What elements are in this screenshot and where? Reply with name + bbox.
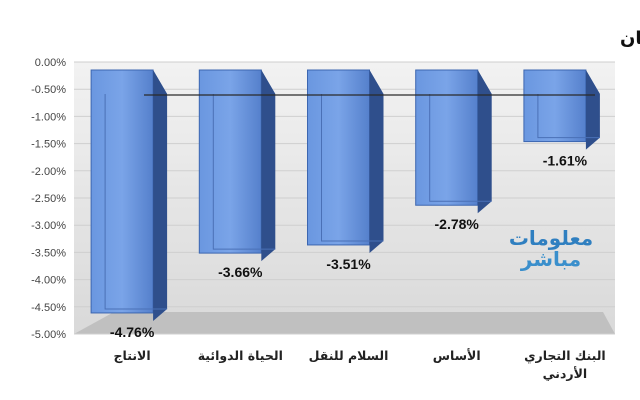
logo-line-2: مباشر xyxy=(520,247,582,271)
bar-edge xyxy=(321,94,384,242)
data-label: -3.51% xyxy=(326,256,371,272)
y-tick-label: -0.50% xyxy=(31,84,66,96)
bar xyxy=(415,69,479,206)
y-tick-label: -4.00% xyxy=(31,275,66,287)
x-category-label: الحياة الدوائية xyxy=(198,348,283,363)
chart-title: أكثر 5 أسهم متراجعة ببورصة عمّان xyxy=(620,26,640,49)
bar-edge xyxy=(212,94,276,250)
bar-edge xyxy=(104,94,168,310)
x-category-label: الانتاج xyxy=(114,348,151,363)
bar xyxy=(198,69,262,254)
data-label: -3.66% xyxy=(218,264,263,280)
x-category-label: البنك التجاري xyxy=(524,348,606,363)
bar-edge xyxy=(537,94,600,139)
data-label: -1.61% xyxy=(543,153,588,169)
bar-side-face xyxy=(477,70,492,214)
x-category-label: الأساس xyxy=(433,348,481,363)
y-tick-label: -2.50% xyxy=(31,193,66,205)
plot-floor xyxy=(74,312,615,334)
y-tick-label: -1.00% xyxy=(31,111,66,123)
bar-side-face xyxy=(369,70,384,253)
bar xyxy=(307,69,370,246)
plot-area: 0.00% -0.50% -1.00% -1.50% -2.00% -2.50% -3.00… xyxy=(31,57,615,381)
data-label: -2.78% xyxy=(435,216,480,232)
y-tick-label: -3.00% xyxy=(31,220,66,232)
bar-edge xyxy=(429,94,492,202)
y-tick-label: -2.00% xyxy=(31,166,66,178)
brand-logo: معلومات مباشر xyxy=(505,228,597,270)
data-label: -4.76% xyxy=(110,324,155,340)
y-tick-label: 0.00% xyxy=(35,57,66,69)
x-category-label: الأردني xyxy=(543,366,588,381)
y-tick-label: -5.00% xyxy=(31,329,66,341)
x-category-label: السلام للنقل xyxy=(309,348,389,364)
bar xyxy=(523,69,587,143)
y-tick-label: -3.50% xyxy=(31,247,66,259)
logo-line-1: معلومات xyxy=(508,226,594,250)
bar xyxy=(90,69,154,314)
bar-side-face xyxy=(585,70,600,150)
bar-side-face xyxy=(153,70,168,321)
bar-side-face xyxy=(261,70,276,262)
y-tick-label: -4.50% xyxy=(31,302,66,314)
y-tick-label: -1.50% xyxy=(31,139,66,151)
